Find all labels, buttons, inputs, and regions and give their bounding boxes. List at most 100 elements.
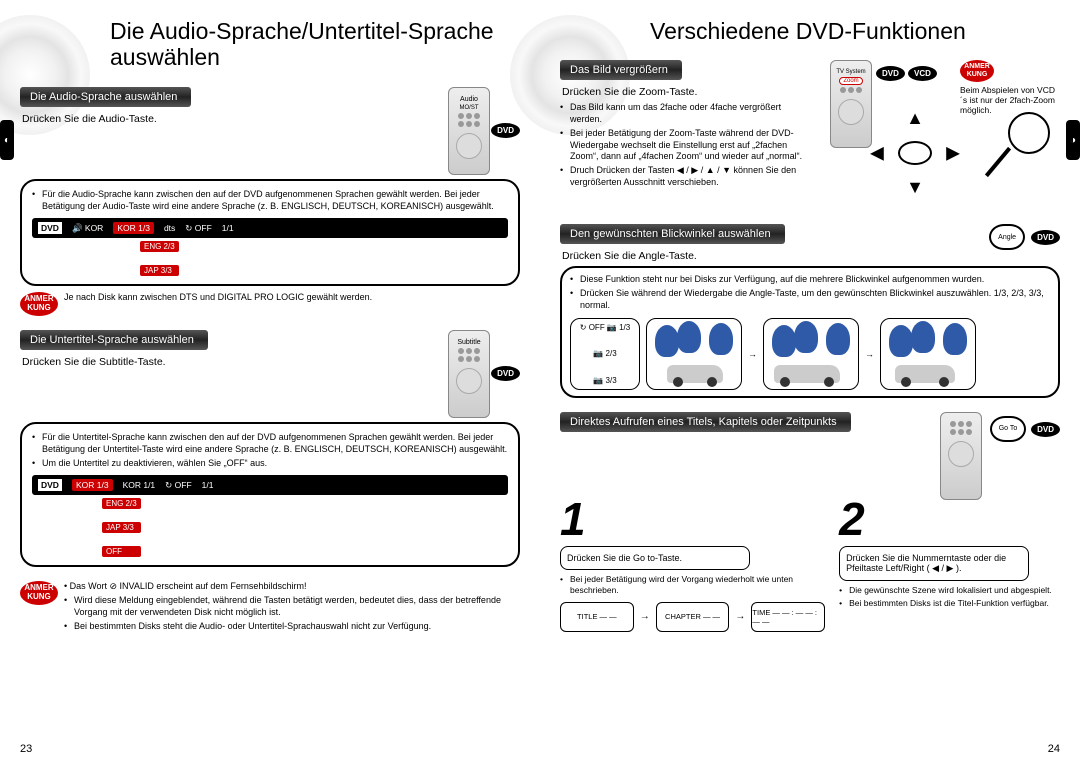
instr-audio: Drücken Sie die Audio-Taste. [22, 113, 402, 125]
arrow-icon: → [748, 349, 757, 359]
page-title-left: Die Audio-Sprache/Untertitel-Sprache aus… [110, 18, 520, 71]
instr-subtitle: Drücken Sie die Subtitle-Taste. [22, 356, 402, 368]
remote-audio-label: Audio [460, 96, 478, 103]
bottom-bullet-1: Bei bestimmten Disks steht die Audio- od… [64, 621, 520, 633]
section-zoom: Das Bild vergrößern Drücken Sie die Zoom… [560, 60, 1060, 210]
bullet-sub-0: Für die Untertitel-Sprache kann zwischen… [32, 432, 508, 455]
bottom-note-main: • Das Wort ⊘ INVALID erscheint auf dem F… [64, 581, 520, 592]
osd-sub-off: ↻ OFF [165, 480, 191, 491]
step1-box: Drücken Sie die Go to-Taste. [560, 546, 750, 570]
bottom-note: ANMER KUNG • Das Wort ⊘ INVALID erschein… [20, 581, 520, 634]
step1-sub: Bei jeder Betätigung wird der Vorgang wi… [560, 574, 825, 596]
down-arrow-icon: ▼ [906, 177, 924, 198]
lang-eng: ENG 2/3 [140, 241, 179, 252]
page-number-left: 23 [20, 743, 32, 755]
angle-thumb-3 [880, 318, 976, 390]
arrow-icon: ↓ [140, 254, 179, 263]
remote-zoom: TV System Zoom [830, 60, 872, 148]
zoom-bullet-2: Druch Drücken der Tasten ◀ / ▶ / ▲ / ▼ k… [560, 165, 810, 188]
osd-sub-kor11: KOR 1/1 [123, 480, 156, 490]
sub-lang-jap: JAP 3/3 [102, 522, 141, 533]
angle-bullet-1: Drücken Sie während der Wiedergabe die A… [570, 288, 1050, 311]
left-arrow-icon: ◀ [870, 143, 884, 164]
osd-chapter: CHAPTER — — [656, 602, 730, 632]
edge-tab-right: ◑ [1066, 120, 1080, 160]
osd-off: ↻ OFF [185, 223, 211, 234]
osd-sub-logo: DVD [38, 479, 62, 491]
box-angle: Diese Funktion steht nur bei Disks zur V… [560, 266, 1060, 397]
badge-dvd-angle: DVD [1031, 230, 1060, 245]
edge-tab-left: ◐ [0, 120, 14, 160]
step1-number: 1 [560, 492, 586, 546]
sub-lang-off: OFF [102, 546, 141, 557]
heading-goto: Direktes Aufrufen eines Titels, Kapitels… [560, 412, 851, 432]
section-goto: Direktes Aufrufen eines Titels, Kapitels… [560, 412, 1060, 632]
instr-angle: Drücken Sie die Angle-Taste. [562, 250, 981, 262]
section-subtitle: Die Untertitel-Sprache auswählen Drücken… [20, 330, 520, 567]
badge-vcd-zoom: VCD [908, 66, 937, 81]
remote-zoom-tvsys: TV System [836, 69, 865, 75]
right-arrow-icon: ▶ [946, 143, 960, 164]
anmer-badge-zoom: ANMER KUNG [960, 60, 994, 82]
angle-bullet-0: Diese Funktion steht nur bei Disks zur V… [570, 274, 1050, 286]
step1-text: Drücken Sie die Go to-Taste. [567, 553, 743, 563]
page-number-right: 24 [1048, 743, 1060, 755]
osd-sub-11: 1/1 [202, 480, 214, 490]
step2-text: Drücken Sie die Nummerntaste oder die Pf… [846, 553, 1022, 574]
remote-audio: Audio MO/ST [448, 87, 490, 175]
step2-bullet-0: Die gewünschte Szene wird lokalisiert un… [839, 585, 1060, 596]
step2-bullet-1: Bei bestimmten Disks ist die Titel-Funkt… [839, 598, 1060, 609]
magnifier-icon [982, 110, 1052, 180]
heading-audio: Die Audio-Sprache auswählen [20, 87, 191, 107]
osd-11: 1/1 [222, 223, 234, 233]
osd-title: TITLE — — [560, 602, 634, 632]
dpad-graphic: ▲ ▼ ◀ ▶ [870, 108, 960, 198]
instr-zoom: Drücken Sie die Zoom-Taste. [562, 86, 822, 98]
goto-button-icon: Go To [990, 416, 1026, 442]
badge-dvd-subtitle: DVD [491, 366, 520, 381]
remote-zoom-btn: Zoom [839, 77, 862, 85]
osd-kor13: KOR 1/3 [113, 222, 154, 234]
note-audio: Je nach Disk kann zwischen DTS und DIGIT… [64, 292, 372, 302]
angle-button-icon: Angle [989, 224, 1025, 250]
osd-logo: DVD [38, 222, 62, 234]
heading-zoom: Das Bild vergrößern [560, 60, 682, 80]
angle-indicator: ↻ OFF 📷 1/3 📷 2/3 📷 3/3 [570, 318, 640, 390]
zoom-bullet-0: Das Bild kann um das 2fache oder 4fache … [560, 102, 810, 125]
osd-kor: 🔊 KOR [72, 223, 103, 234]
badge-dvd-audio: DVD [491, 123, 520, 138]
anmer-badge-audio: ANMER KUNG [20, 292, 58, 316]
remote-subtitle-label: Subtitle [457, 339, 480, 346]
osd-sub-kor13: KOR 1/3 [72, 479, 113, 491]
remote-audio-sub: MO/ST [460, 105, 479, 111]
arrow-icon: → [865, 349, 874, 359]
lang-jap: JAP 3/3 [140, 265, 179, 276]
arrow-icon: ↓ [102, 511, 141, 520]
sub-lang-eng: ENG 2/3 [102, 498, 141, 509]
box-subtitle: Für die Untertitel-Sprache kann zwischen… [20, 422, 520, 567]
goto-osd-row: TITLE — — → CHAPTER — — → TIME — — : — —… [560, 602, 825, 632]
badge-dvd-zoom: DVD [876, 66, 905, 81]
box-audio: Für die Audio-Sprache kann zwischen den … [20, 179, 520, 286]
note-zoom: Beim Abspielen von VCD´s ist nur der 2fa… [960, 85, 1060, 115]
osd-subtitle: DVD KOR 1/3 KOR 1/1 ↻ OFF 1/1 [32, 475, 508, 495]
section-audio: Die Audio-Sprache auswählen Drücken Sie … [20, 87, 520, 316]
zoom-bullet-1: Bei jeder Betätigung der Zoom-Taste währ… [560, 128, 810, 163]
heading-subtitle: Die Untertitel-Sprache auswählen [20, 330, 208, 350]
heading-angle: Den gewünschten Blickwinkel auswählen [560, 224, 785, 244]
remote-subtitle: Subtitle [448, 330, 490, 418]
up-arrow-icon: ▲ [906, 108, 924, 129]
badge-dvd-goto: DVD [1031, 422, 1060, 437]
remote-goto [940, 412, 982, 500]
bullet-audio-0: Für die Audio-Sprache kann zwischen den … [32, 189, 508, 212]
step2-box: Drücken Sie die Nummerntaste oder die Pf… [839, 546, 1029, 581]
page-title-right: Verschiedene DVD-Funktionen [650, 18, 1060, 44]
step2-number: 2 [839, 492, 865, 546]
osd-audio: DVD 🔊 KOR KOR 1/3 dts ↻ OFF 1/1 [32, 218, 508, 238]
osd-time: TIME — — : — — : — — [751, 602, 825, 632]
section-angle: Den gewünschten Blickwinkel auswählen Dr… [560, 224, 1060, 397]
arrow-icon: ↓ [102, 535, 141, 544]
osd-dts: dts [164, 223, 175, 233]
anmer-badge-bottom: ANMER KUNG [20, 581, 58, 605]
bullet-sub-1: Um die Untertitel zu deaktivieren, wähle… [32, 458, 508, 470]
